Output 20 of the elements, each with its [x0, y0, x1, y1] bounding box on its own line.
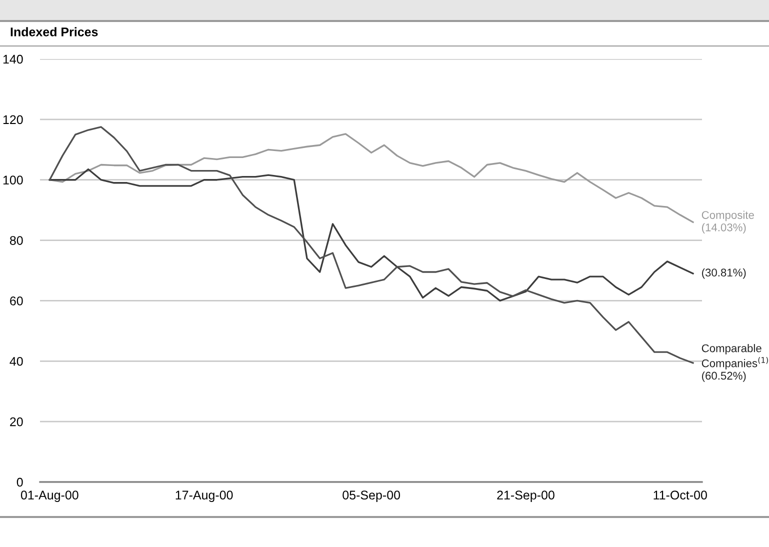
y-tick-label: 40 [10, 356, 23, 366]
y-tick-label: 0 [16, 478, 23, 487]
series-label: (30.81%) [702, 268, 746, 279]
y-tick-label: 100 [3, 176, 23, 185]
y-tick-label: 140 [3, 54, 23, 64]
line-series [48, 168, 694, 302]
line-series [48, 126, 694, 364]
text: Comparable Companies$^{(1)}$ (60.52%) [702, 344, 768, 382]
chart-title: Indexed Prices [10, 27, 98, 36]
y-tick-label: 20 [10, 417, 23, 426]
x-tick-label: 11-Oct-00 [654, 490, 707, 500]
y-tick-label: 80 [10, 236, 23, 245]
x-tick-label: 17-Aug-00 [176, 490, 233, 502]
x-tick-label: 05-Sep-00 [342, 490, 400, 502]
y-tick-label: 60 [10, 296, 23, 306]
x-tick-label: 21-Sep-00 [497, 490, 554, 502]
x-tick-label: 01-Aug-00 [20, 490, 78, 502]
series-label: Composite (14.03%) [702, 210, 754, 234]
line-series [48, 133, 694, 223]
y-tick-label: 120 [3, 115, 23, 124]
